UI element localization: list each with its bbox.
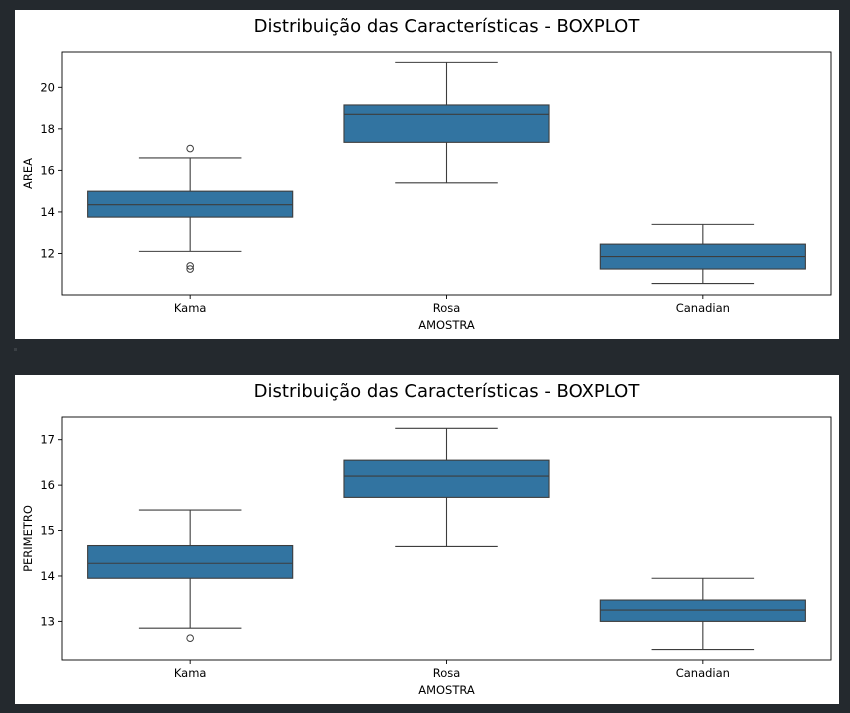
- y-axis-label: AREA: [21, 158, 35, 189]
- box-canadian: [599, 577, 806, 651]
- box-rosa: [343, 61, 550, 184]
- x-axis-label: AMOSTRA: [418, 683, 475, 697]
- scroll-marker: [14, 348, 17, 351]
- boxplot-chart-area: Distribuição das Características - BOXPL…: [21, 16, 832, 332]
- box-canadian: [599, 223, 806, 285]
- x-tick-label: Kama: [174, 666, 207, 680]
- chart-title: Distribuição das Características - BOXPL…: [254, 381, 641, 402]
- iqr-box: [87, 544, 294, 579]
- y-tick-label: 20: [40, 80, 55, 94]
- y-tick-label: 14: [40, 205, 55, 219]
- outlier-point: [186, 262, 194, 270]
- box-kama: [87, 144, 294, 273]
- y-tick-label: 12: [40, 246, 55, 260]
- y-axis-label: PERIMETRO: [21, 505, 35, 572]
- boxplot-chart-perimetro: Distribuição das Características - BOXPL…: [21, 381, 832, 697]
- x-axis-label: AMOSTRA: [418, 318, 475, 332]
- y-tick-label: 16: [40, 478, 55, 492]
- boxplot-panel-area: Distribuição das Características - BOXPL…: [15, 10, 839, 339]
- iqr-box: [599, 599, 806, 622]
- y-tick-label: 16: [40, 163, 55, 177]
- box-kama: [87, 509, 294, 642]
- x-tick-label: Canadian: [676, 301, 730, 315]
- y-tick-label: 15: [40, 524, 55, 538]
- x-tick-label: Canadian: [676, 666, 730, 680]
- y-tick-label: 18: [40, 122, 55, 136]
- boxplot-panel-perimetro: Distribuição das Características - BOXPL…: [15, 375, 839, 704]
- x-tick-label: Kama: [174, 301, 207, 315]
- y-tick-label: 14: [40, 569, 55, 583]
- outlier-point: [186, 634, 194, 642]
- iqr-box: [343, 104, 550, 143]
- y-tick-label: 13: [40, 614, 55, 628]
- outlier-point: [186, 144, 194, 153]
- x-tick-label: Rosa: [433, 666, 461, 680]
- x-tick-label: Rosa: [433, 301, 461, 315]
- y-tick-label: 17: [40, 433, 55, 447]
- outlier-point: [186, 265, 194, 273]
- box-rosa: [343, 427, 550, 547]
- chart-title: Distribuição das Características - BOXPL…: [254, 16, 641, 37]
- iqr-box: [343, 459, 550, 498]
